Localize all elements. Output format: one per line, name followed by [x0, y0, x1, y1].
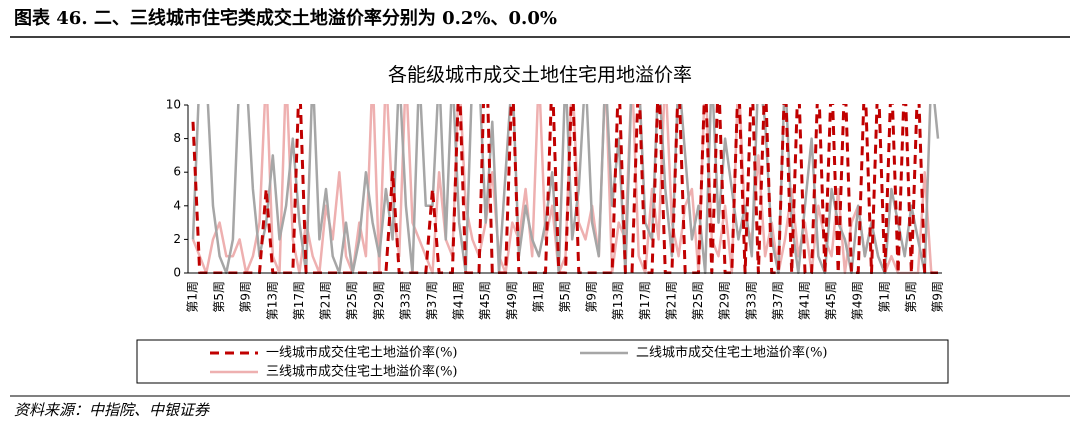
chart-title: 各能级城市成交土地住宅用地溢价率	[388, 64, 692, 86]
x-tick-label: 第33周	[398, 281, 412, 320]
legend-label: 一线城市成交住宅土地溢价率(%)	[266, 345, 458, 361]
plot-area	[191, 104, 940, 274]
x-tick-label: 第17周	[638, 281, 652, 320]
x-tick-label: 第29周	[718, 281, 732, 320]
series-line	[191, 104, 938, 274]
legend-label: 三线城市成交住宅土地溢价率(%)	[266, 364, 458, 380]
x-tick-label: 第1周	[186, 281, 200, 313]
x-tick-label: 第41周	[797, 281, 811, 320]
x-tick-label: 第5周	[558, 281, 572, 313]
x-tick-label: 第9周	[931, 281, 945, 313]
x-tick-label: 第5周	[904, 281, 918, 313]
y-tick-label: 8	[173, 131, 181, 145]
x-tick-label: 第1周	[531, 281, 545, 313]
y-tick-label: 2	[173, 232, 181, 246]
x-tick-label: 第33周	[744, 281, 758, 320]
y-tick-label: 4	[173, 198, 181, 212]
y-tick-label: 6	[173, 165, 181, 179]
x-tick-label: 第49周	[851, 281, 865, 320]
x-tick-label: 第9周	[239, 281, 253, 313]
x-tick-label: 第37周	[771, 281, 785, 320]
legend-label: 二线城市成交住宅土地溢价率(%)	[636, 345, 828, 361]
x-tick-label: 第41周	[452, 281, 466, 320]
x-tick-label: 第1周	[877, 281, 891, 313]
x-tick-label: 第37周	[425, 281, 439, 320]
x-tick-label: 第29周	[372, 281, 386, 320]
x-tick-label: 第21周	[319, 281, 333, 320]
x-tick-label: 第5周	[212, 281, 226, 313]
x-tick-label: 第49周	[505, 281, 519, 320]
y-tick-label: 0	[173, 266, 181, 280]
x-tick-label: 第25周	[345, 281, 359, 320]
source: 资料来源：中指院、中银证券	[14, 401, 210, 419]
figure-title: 图表 46. 二、三线城市住宅类成交土地溢价率分别为 0.2%、0.0%	[14, 7, 557, 29]
x-tick-label: 第25周	[691, 281, 705, 320]
x-tick-label: 第17周	[292, 281, 306, 320]
x-tick-label: 第45周	[478, 281, 492, 320]
x-tick-label: 第21周	[664, 281, 678, 320]
legend-box	[136, 339, 949, 384]
x-tick-label: 第13周	[265, 281, 279, 320]
y-tick-label: 10	[166, 98, 181, 112]
x-tick-label: 第9周	[585, 281, 599, 313]
x-tick-label: 第13周	[611, 281, 625, 320]
x-tick-label: 第45周	[824, 281, 838, 320]
